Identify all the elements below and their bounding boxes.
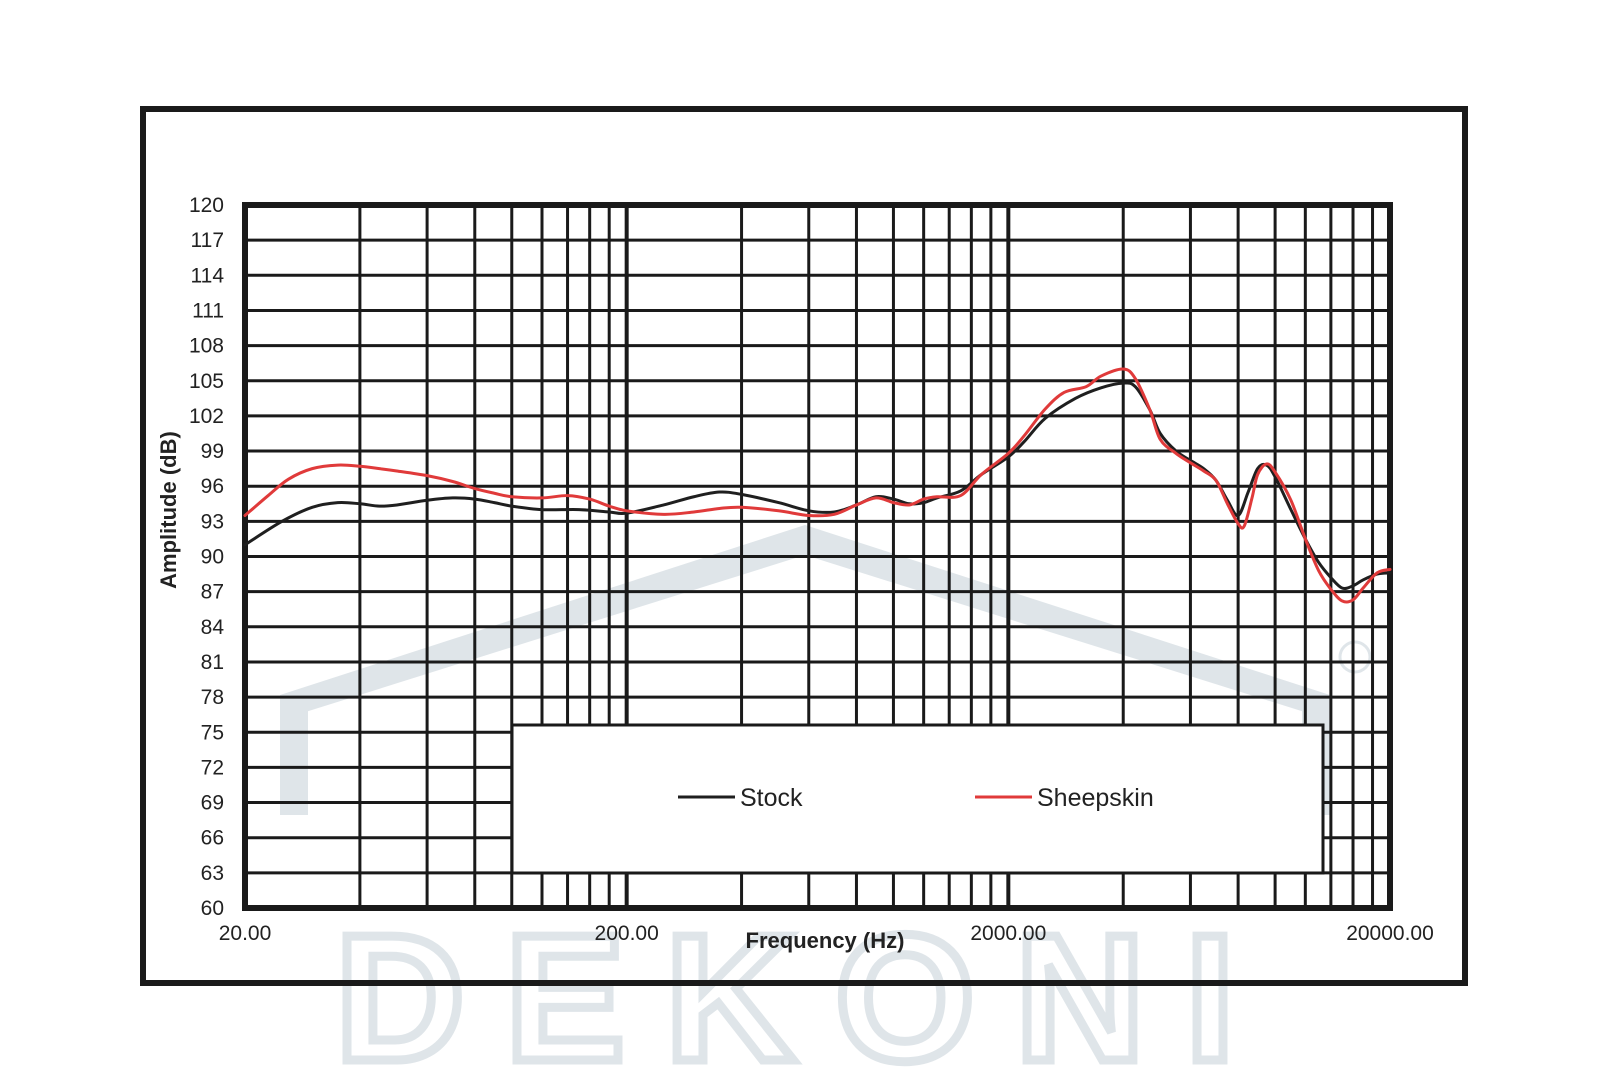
y-tick-label: 93 xyxy=(201,510,224,533)
legend-label-stock: Stock xyxy=(740,784,803,812)
y-tick-label: 63 xyxy=(201,862,224,885)
y-tick-label: 105 xyxy=(189,370,224,393)
y-tick-label: 90 xyxy=(201,546,224,569)
y-tick-labels: 120 117 114 111 108 105 102 99 96 93 90 87 84 81 78 75 7… xyxy=(189,194,224,920)
y-tick-label: 108 xyxy=(189,335,224,358)
series-layer xyxy=(243,367,1392,604)
y-tick-label: 117 xyxy=(191,229,224,252)
watermark-roof xyxy=(280,525,1330,720)
x-axis-title: Frequency (Hz) xyxy=(746,928,905,953)
y-tick-label: 87 xyxy=(201,581,224,604)
x-tick-label: 20000.00 xyxy=(1346,922,1434,945)
y-tick-label: 81 xyxy=(201,651,224,674)
legend-label-sheepskin: Sheepskin xyxy=(1037,784,1154,812)
y-tick-label: 114 xyxy=(191,264,225,287)
x-tick-label: 20.00 xyxy=(219,922,272,945)
y-tick-label: 78 xyxy=(201,686,224,709)
plot-area-border xyxy=(242,202,1393,911)
y-tick-label: 75 xyxy=(201,721,224,744)
legend-box xyxy=(510,723,1325,875)
outer-frame xyxy=(140,106,1468,986)
y-axis-title: Amplitude (dB) xyxy=(156,431,181,589)
y-tick-label: 96 xyxy=(201,475,224,498)
y-tick-label: 66 xyxy=(201,827,224,850)
y-tick-label: 111 xyxy=(192,299,224,322)
series-line-stock xyxy=(243,381,1392,591)
y-tick-label: 102 xyxy=(189,405,224,428)
y-tick-label: 120 xyxy=(189,194,224,217)
y-tick-label: 99 xyxy=(201,440,224,463)
x-tick-label: 200.00 xyxy=(595,922,659,945)
legend: Stock Sheepskin xyxy=(510,723,1325,875)
y-tick-label: 84 xyxy=(201,616,225,639)
series-line-sheepskin xyxy=(243,367,1392,604)
watermark-roof-left-post xyxy=(280,705,308,815)
y-tick-label: 69 xyxy=(201,792,224,815)
watermark-registered-mark xyxy=(1338,640,1372,674)
x-tick-label: 2000.00 xyxy=(970,922,1046,945)
x-tick-labels: 20.00 200.00 2000.00 20000.00 xyxy=(219,922,1434,945)
y-tick-label: 60 xyxy=(201,897,224,920)
y-tick-label: 72 xyxy=(201,756,224,779)
